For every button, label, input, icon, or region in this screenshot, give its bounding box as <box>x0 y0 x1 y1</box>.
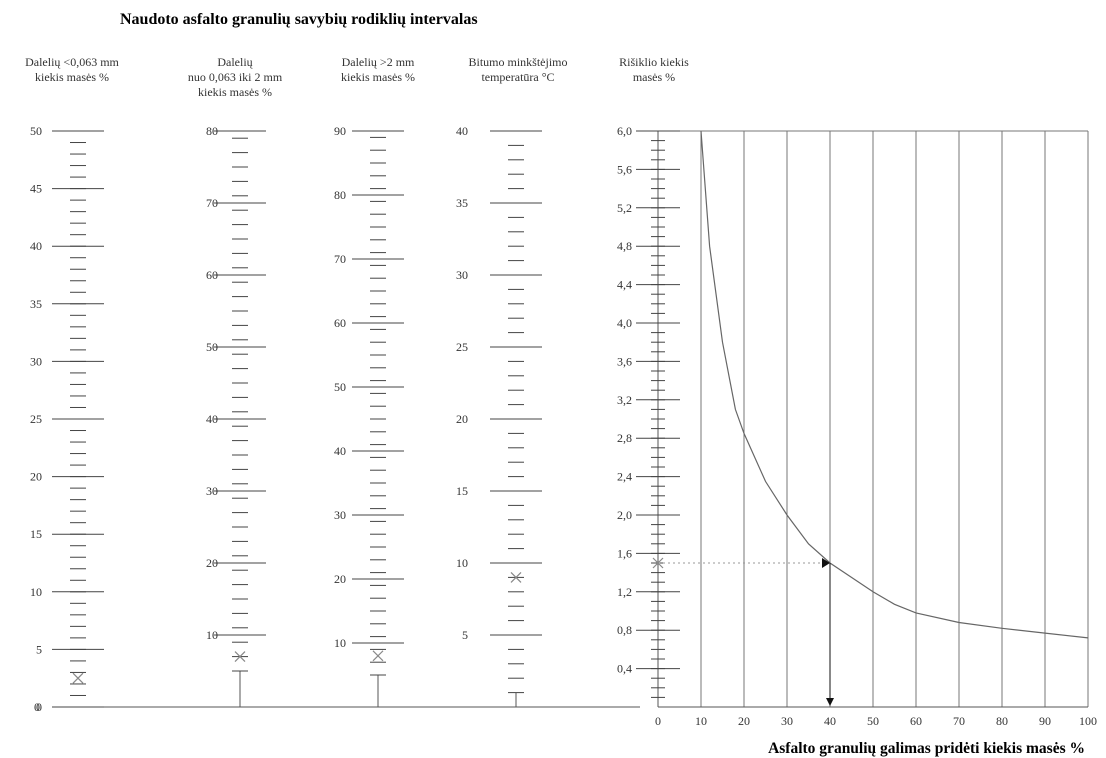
y-tick-label: 3,6 <box>617 354 632 368</box>
y-tick-label: 5,6 <box>617 162 632 176</box>
scale-4-tick-label: 40 <box>456 124 468 138</box>
x-tick-label: 10 <box>695 714 707 728</box>
scale-1-tick-label: 35 <box>30 297 42 311</box>
scale-2-tick-label: 60 <box>206 268 218 282</box>
scale-3-tick-label: 10 <box>334 636 346 650</box>
scale-3-tick-label: 60 <box>334 316 346 330</box>
x-tick-label: 30 <box>781 714 793 728</box>
scale-3-tick-label: 20 <box>334 572 346 586</box>
scale-4-header-line: Bitumo minkštėjimo <box>468 55 567 69</box>
scale-4-tick-label: 35 <box>456 196 468 210</box>
scale-1-header-line: kiekis masės % <box>35 70 109 84</box>
scale-2-marker <box>234 651 246 663</box>
x-tick-label: 40 <box>824 714 836 728</box>
scale-1-tick-label: 30 <box>30 354 42 368</box>
x-tick-label: 0 <box>655 714 661 728</box>
chart-title: Naudoto asfalto granulių savybių rodikli… <box>120 11 478 28</box>
scale-4-tick-label: 30 <box>456 268 468 282</box>
scale-2-header-line: nuo 0,063 iki 2 mm <box>188 70 283 84</box>
scale-2-tick-label: 80 <box>206 124 218 138</box>
plot-y-marker <box>652 557 664 569</box>
x-tick-label: 60 <box>910 714 922 728</box>
scale-1-header-line: Dalelių <0,063 mm <box>25 55 119 69</box>
y-tick-label: 0,4 <box>617 662 632 676</box>
scale-3-header-line: kiekis masės % <box>341 70 415 84</box>
x-tick-label: 90 <box>1039 714 1051 728</box>
scale-3-tick-label: 30 <box>334 508 346 522</box>
scale-1-marker <box>72 672 84 684</box>
scale-1-tick-label: 50 <box>30 124 42 138</box>
y-tick-label: 5,2 <box>617 201 632 215</box>
scale-3-tick-label: 50 <box>334 380 346 394</box>
scale-4-tick-label: 5 <box>462 628 468 642</box>
scale-2-tick-label: 10 <box>206 628 218 642</box>
y-tick-label: 4,0 <box>617 316 632 330</box>
y-tick-label: 1,6 <box>617 546 632 560</box>
plot-header-line: Rišiklio kiekis <box>619 55 689 69</box>
scale-1-tick-label: 15 <box>30 527 42 541</box>
scale-2-tick-label: 70 <box>206 196 218 210</box>
x-tick-label: 20 <box>738 714 750 728</box>
scale-2-header-line: Dalelių <box>217 55 252 69</box>
scale-3-tick-label: 40 <box>334 444 346 458</box>
scale-3-header-line: Dalelių >2 mm <box>342 55 415 69</box>
y-tick-label: 6,0 <box>617 124 632 138</box>
scale-1-tick-label: 10 <box>30 585 42 599</box>
scale-4-tick-label: 20 <box>456 412 468 426</box>
x-tick-label: 100 <box>1079 714 1097 728</box>
y-tick-label: 3,2 <box>617 393 632 407</box>
reading-arrow-down <box>826 698 834 706</box>
y-tick-label: 2,4 <box>617 470 632 484</box>
scale-2-tick-label: 40 <box>206 412 218 426</box>
scale-4-marker <box>510 571 522 583</box>
binder-curve <box>700 130 1089 639</box>
scale-3-marker <box>372 650 384 662</box>
scale-3-tick-label: 80 <box>334 188 346 202</box>
x-axis-title: Asfalto granulių galimas pridėti kiekis … <box>768 740 1085 757</box>
plot-header-line: masės % <box>633 70 675 84</box>
scale-4-tick-label: 10 <box>456 556 468 570</box>
scale-4-header-line: temperatūra °C <box>481 70 554 84</box>
zero-label: 0 <box>34 700 40 714</box>
scale-1-tick-label: 20 <box>30 470 42 484</box>
scale-4-tick-label: 15 <box>456 484 468 498</box>
y-tick-label: 2,8 <box>617 431 632 445</box>
y-tick-label: 4,4 <box>617 278 632 292</box>
scale-1-tick-label: 40 <box>30 239 42 253</box>
y-tick-label: 1,2 <box>617 585 632 599</box>
x-tick-label: 80 <box>996 714 1008 728</box>
scale-2-tick-label: 30 <box>206 484 218 498</box>
y-tick-label: 2,0 <box>617 508 632 522</box>
y-tick-label: 0,8 <box>617 623 632 637</box>
y-tick-label: 4,8 <box>617 239 632 253</box>
scale-2-header-line: kiekis masės % <box>198 85 272 99</box>
x-tick-label: 50 <box>867 714 879 728</box>
scale-3-tick-label: 70 <box>334 252 346 266</box>
scale-1-tick-label: 0 <box>36 700 42 714</box>
scale-1-tick-label: 45 <box>30 182 42 196</box>
scale-1-tick-label: 25 <box>30 412 42 426</box>
reading-arrow-right <box>822 558 830 568</box>
scale-3-tick-label: 90 <box>334 124 346 138</box>
scale-2-tick-label: 50 <box>206 340 218 354</box>
scale-1-tick-label: 5 <box>36 642 42 656</box>
scale-4-tick-label: 25 <box>456 340 468 354</box>
scale-2-tick-label: 20 <box>206 556 218 570</box>
x-tick-label: 70 <box>953 714 965 728</box>
